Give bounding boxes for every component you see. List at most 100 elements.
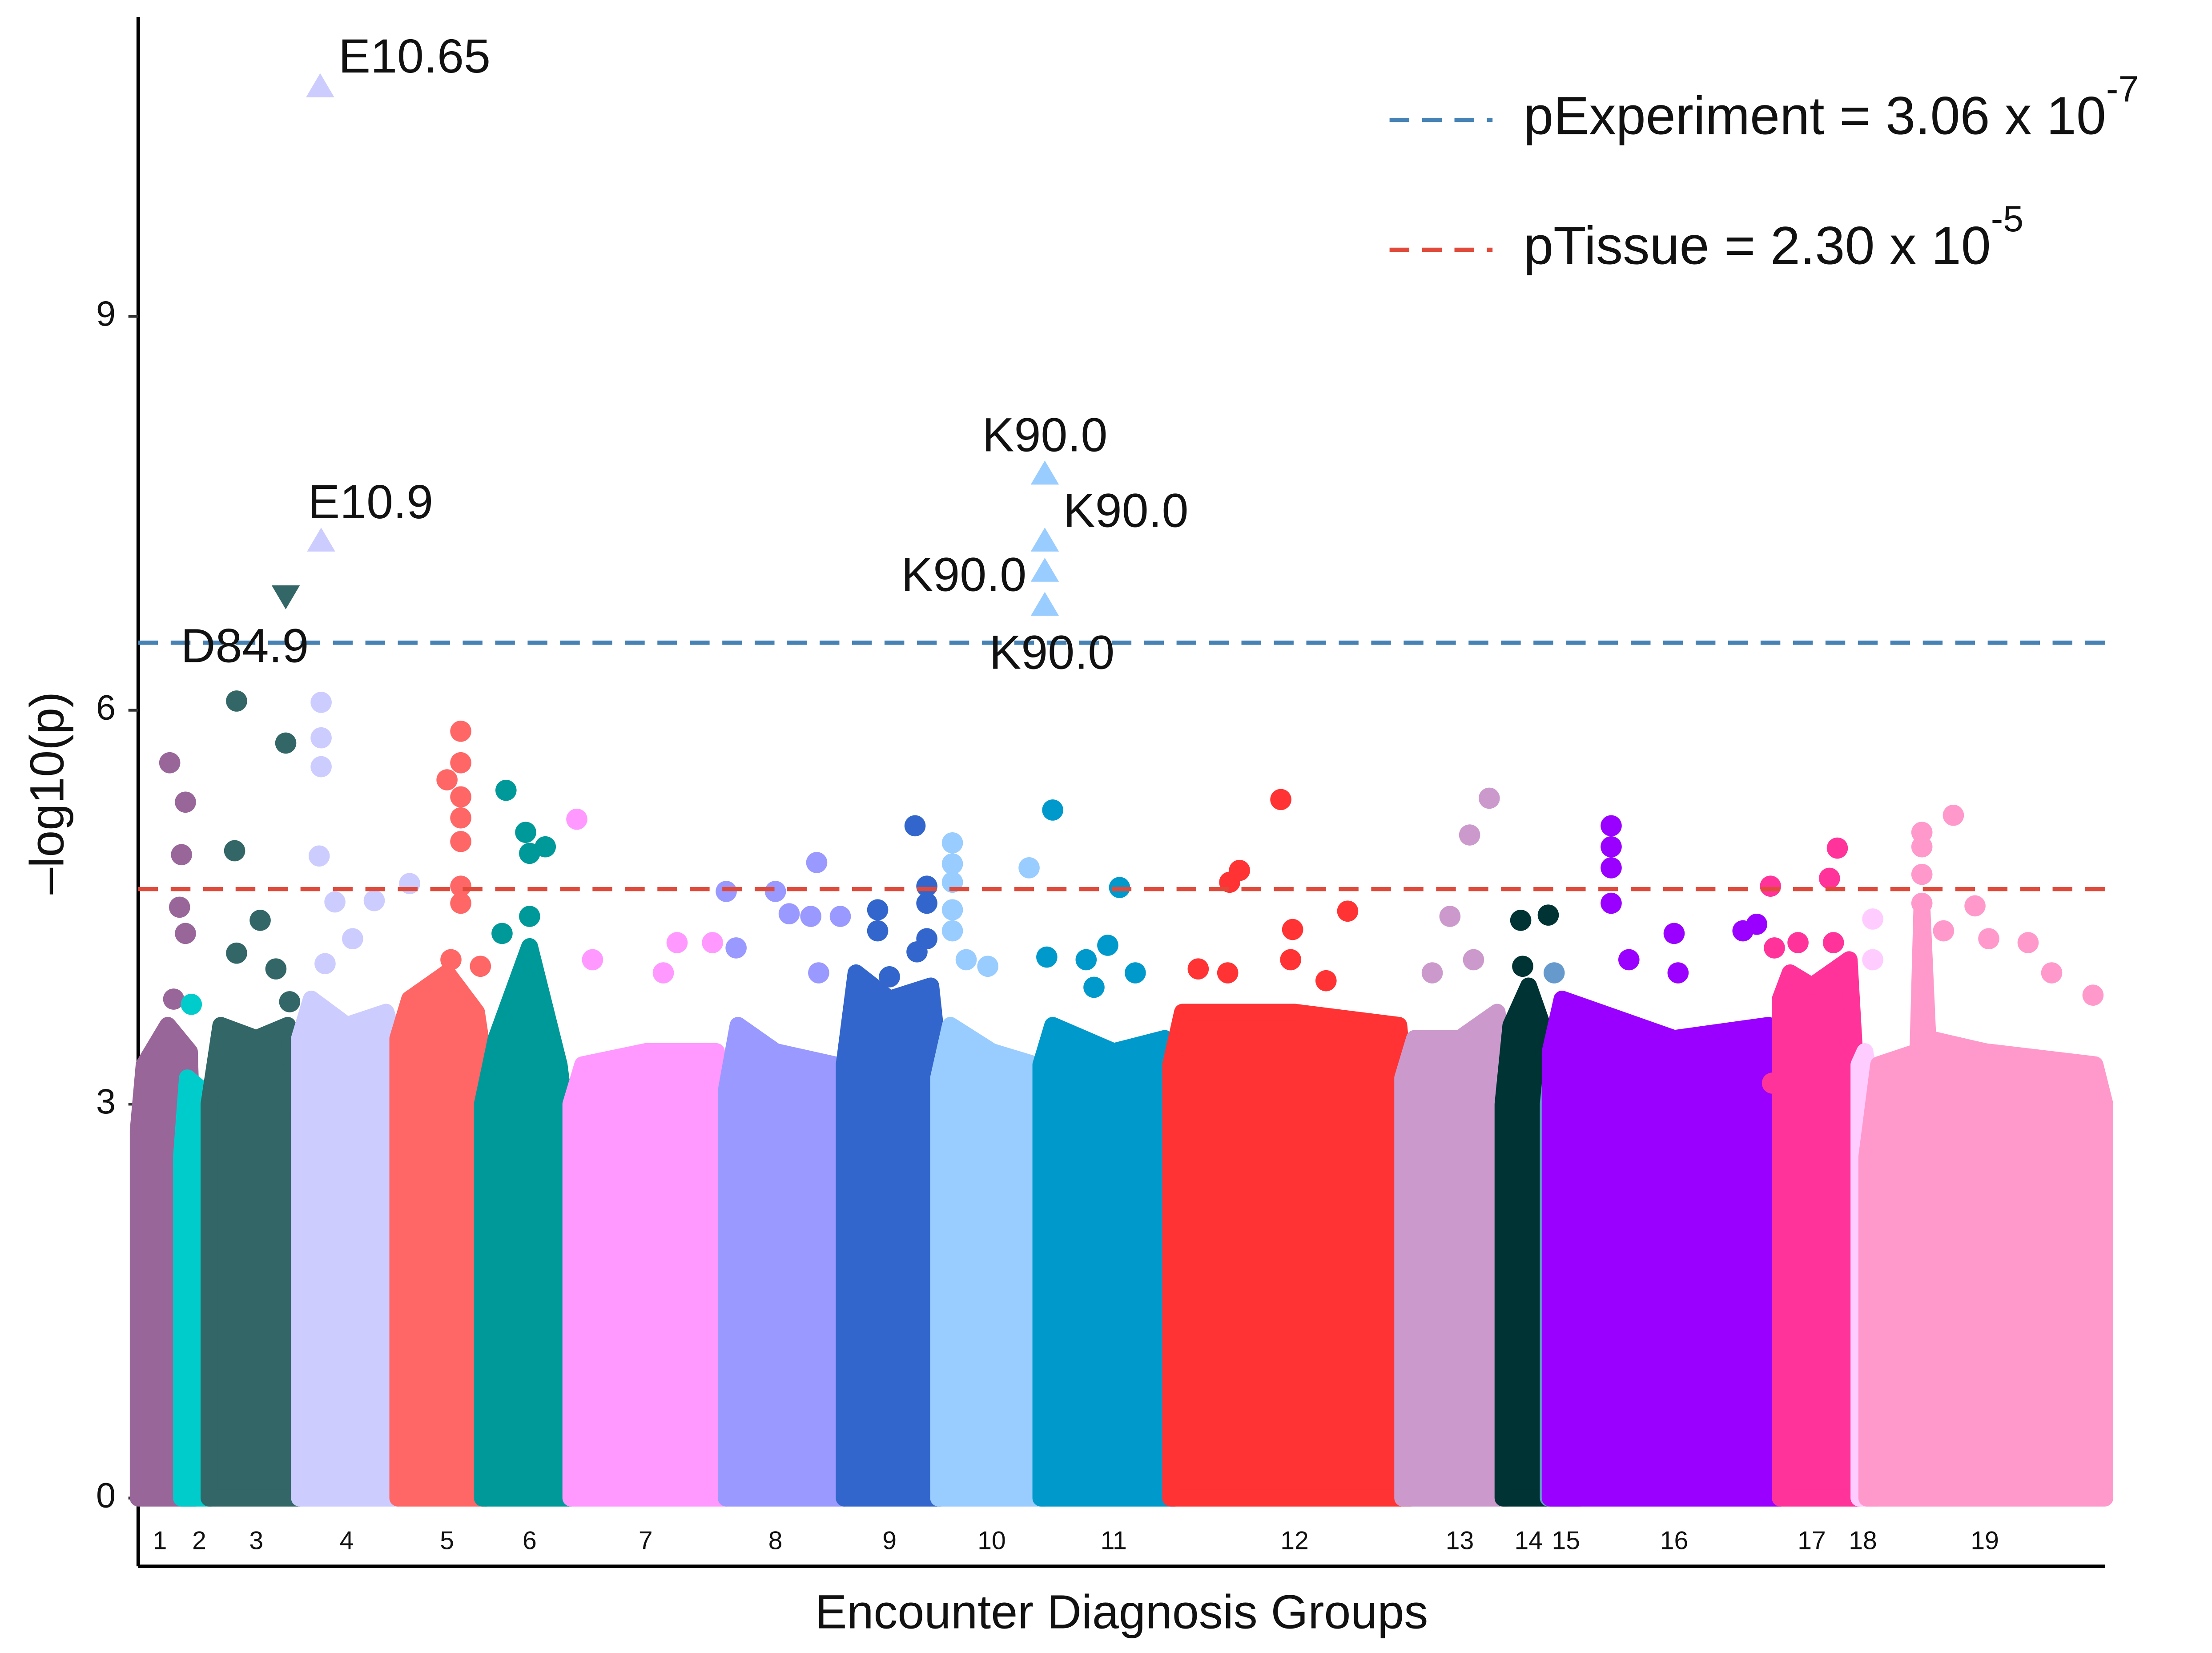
point [310, 756, 332, 778]
annotation-label: K90.0 [901, 547, 1026, 601]
point [716, 881, 737, 902]
point [906, 941, 928, 963]
point [941, 832, 963, 854]
y-axis-title: –log10(p) [20, 692, 74, 895]
point-mass [1858, 899, 2113, 1507]
point-mass [1541, 990, 1789, 1507]
annotation-label: D84.9 [181, 619, 309, 673]
point [1421, 962, 1443, 984]
point [1315, 970, 1337, 992]
point [1543, 962, 1565, 984]
point [879, 966, 900, 988]
point [1822, 932, 1844, 953]
point [829, 906, 851, 927]
point [226, 942, 247, 964]
point [175, 791, 196, 813]
point [1217, 962, 1239, 984]
point [1933, 920, 1955, 942]
point [515, 822, 536, 843]
x-tick-label: 17 [1798, 1526, 1826, 1555]
point-mass [201, 1017, 308, 1507]
point [1187, 958, 1209, 980]
point [1018, 857, 1040, 879]
point [867, 899, 889, 921]
point [941, 899, 963, 921]
annotation-label: K90.0 [989, 625, 1114, 679]
point [1667, 962, 1689, 984]
point [1337, 900, 1359, 922]
x-tick-label: 18 [1849, 1526, 1877, 1555]
legend-label-exponent: -5 [1991, 198, 2023, 239]
annotated-point [1030, 592, 1059, 616]
point [702, 932, 723, 953]
point [1618, 949, 1640, 971]
point [314, 953, 336, 975]
point [582, 949, 603, 971]
point [470, 956, 491, 977]
point-mass [836, 964, 949, 1507]
point [1601, 857, 1622, 879]
point [1537, 904, 1559, 926]
point [1097, 935, 1118, 956]
point [181, 994, 202, 1015]
x-tick-label: 3 [249, 1526, 263, 1555]
point [1943, 804, 1964, 826]
point [159, 752, 181, 774]
y-tick-label: 9 [96, 294, 116, 333]
point [519, 906, 540, 927]
point [1819, 867, 1840, 889]
point [1787, 932, 1809, 953]
point [778, 903, 800, 924]
point-mass [291, 990, 406, 1507]
x-tick-label: 9 [882, 1526, 897, 1555]
point [725, 937, 747, 959]
x-tick-label: 4 [340, 1526, 354, 1555]
point-mass [1162, 1004, 1419, 1507]
x-tick-label: 8 [768, 1526, 783, 1555]
point [806, 852, 828, 873]
point [800, 906, 822, 927]
point [916, 892, 937, 914]
annotated-point [1030, 527, 1059, 552]
point [1601, 836, 1622, 858]
point [916, 875, 937, 897]
x-tick-label: 11 [1101, 1526, 1127, 1555]
point-mass [474, 938, 579, 1507]
point [1862, 949, 1883, 971]
point [1083, 976, 1105, 998]
point [1463, 949, 1484, 971]
annotated-point [271, 585, 300, 609]
point [249, 910, 271, 931]
point [1732, 920, 1754, 942]
annotated-point [307, 527, 335, 552]
point [1911, 863, 1933, 885]
point [163, 988, 185, 1010]
legend-label: pTissue = 2.30 x 10-5 [1524, 198, 2023, 276]
point [977, 956, 998, 977]
point-mass [1032, 1017, 1183, 1507]
annotation-label: E10.65 [338, 29, 491, 83]
point [1282, 919, 1303, 940]
point [1911, 892, 1933, 914]
annotation-label: K90.0 [982, 408, 1108, 462]
point [1479, 787, 1500, 809]
point [175, 923, 196, 944]
point [450, 786, 471, 808]
point [1964, 895, 1986, 917]
point [1459, 824, 1480, 846]
x-tick-label: 16 [1660, 1526, 1689, 1555]
point [279, 991, 301, 1012]
point [440, 949, 462, 971]
y-tick-label: 6 [96, 688, 116, 727]
legend-label-text: pTissue = 2.30 x 10 [1524, 215, 1991, 275]
point [450, 875, 471, 897]
point [1911, 836, 1933, 858]
point [1978, 928, 1999, 950]
point [2082, 984, 2104, 1006]
point [1512, 956, 1533, 977]
x-tick-label: 6 [523, 1526, 537, 1555]
x-tick-label: 7 [639, 1526, 653, 1555]
point [666, 932, 688, 953]
point [764, 881, 786, 902]
point [495, 779, 517, 801]
